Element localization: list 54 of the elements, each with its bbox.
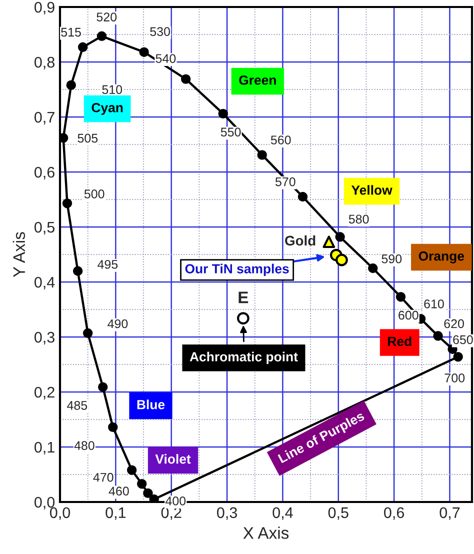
annotation: Violet [155, 454, 191, 464]
y-tick-label: 0,5 [34, 222, 54, 234]
x-tick-label: 0,3 [217, 507, 237, 520]
annotation: Achromatic point [190, 352, 298, 364]
x-tick-label: 0,7 [440, 507, 460, 520]
y-tick-label: 0,9 [34, 2, 54, 14]
annotation: E [238, 292, 248, 304]
y-tick-label: 0,2 [34, 386, 54, 400]
annotation: Red [388, 336, 412, 346]
x-tick-label: 0,6 [384, 507, 404, 520]
annotation: 485 [67, 401, 88, 410]
annotation: 530 [150, 27, 170, 36]
annotation: Yellow [351, 185, 392, 195]
annotation: Gold [285, 235, 316, 246]
x-tick-label: 0,1 [106, 507, 126, 520]
annotation: 505 [78, 134, 98, 143]
y-tick-label: 0,7 [34, 112, 54, 124]
annotation: 610 [424, 299, 444, 308]
annotation: 600 [398, 310, 418, 320]
annotation: 460 [108, 486, 129, 496]
annotation: 550 [220, 128, 241, 136]
annotation: 650 [453, 335, 473, 344]
annotation: 540 [156, 54, 176, 63]
annotation: 590 [382, 254, 402, 264]
y-axis-title: Y Axis [12, 232, 26, 278]
annotation: 480 [74, 441, 94, 450]
y-tick-label: 0,6 [34, 166, 54, 180]
annotation: 495 [98, 260, 118, 269]
y-tick-label: 0,4 [34, 276, 55, 290]
x-tick-label: 0,0 [50, 507, 70, 520]
annotation: 470 [93, 472, 114, 482]
y-tick-label: 0,1 [34, 442, 54, 454]
annotation: Green [239, 75, 276, 85]
annotation: 400 [165, 496, 186, 506]
y-tick-label: 0,0 [34, 496, 55, 510]
annotation: 570 [275, 177, 296, 186]
annotation: 510 [102, 85, 122, 94]
annotation: 515 [61, 28, 81, 37]
y-tick-label: 0,3 [34, 332, 54, 344]
annotation: 490 [108, 319, 128, 328]
annotation: 520 [96, 12, 117, 22]
x-axis-title: X Axis [243, 526, 289, 539]
annotation: 620 [444, 319, 464, 328]
x-tick-label: 0,5 [328, 507, 348, 520]
annotation: Our TiN samples [185, 264, 289, 276]
annotation: 700 [444, 374, 465, 382]
x-tick-label: 0,4 [272, 507, 293, 520]
annotation: 500 [84, 190, 104, 198]
y-tick-label: 0,8 [34, 56, 54, 70]
annotation: 580 [348, 214, 369, 224]
annotation: Cyan [92, 102, 123, 115]
annotation: Orange [418, 251, 464, 264]
annotation: Blue [137, 400, 165, 410]
annotation: 560 [270, 136, 291, 144]
